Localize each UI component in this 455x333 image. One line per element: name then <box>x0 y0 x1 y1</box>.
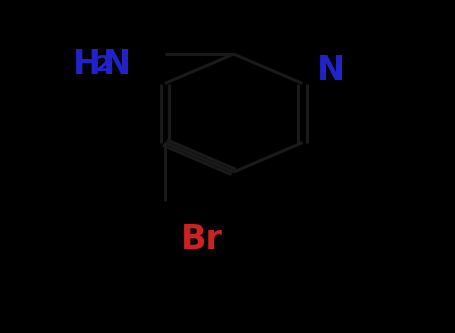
Text: Br: Br <box>180 223 222 256</box>
Text: H: H <box>73 48 101 81</box>
Text: N: N <box>103 48 131 81</box>
Text: 2: 2 <box>95 55 110 75</box>
Text: N: N <box>316 54 344 87</box>
